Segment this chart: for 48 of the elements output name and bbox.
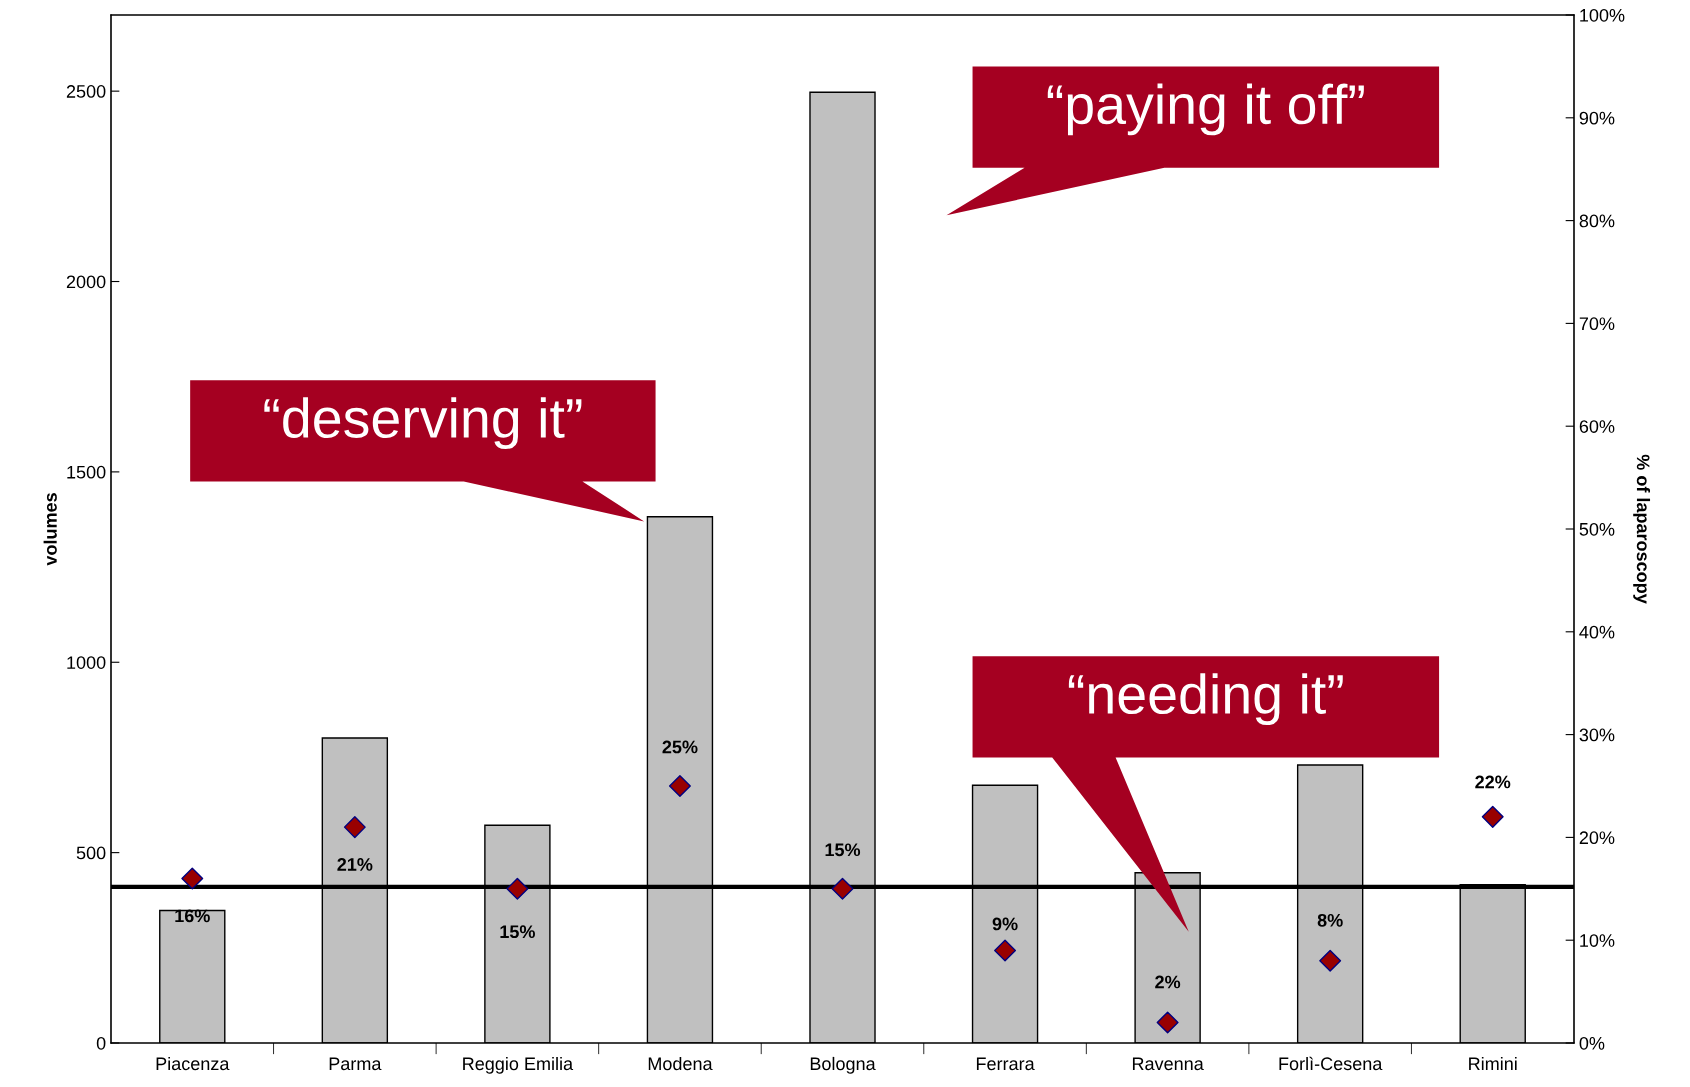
y2-tick-label: 20%: [1579, 831, 1615, 845]
y2-tick-label: 60%: [1579, 420, 1615, 433]
point: [506, 877, 529, 900]
y2-tick-label: 0%: [1579, 1036, 1605, 1050]
y2-tick-label: 80%: [1579, 214, 1615, 228]
y2-tick-label: 100%: [1580, 8, 1625, 22]
y2-tick-label: 40%: [1579, 625, 1615, 639]
y2-tick-label: 50%: [1579, 522, 1615, 536]
point: [181, 867, 204, 890]
y2-axis-title: % of laparoscopy: [1633, 454, 1651, 604]
point: [668, 775, 691, 797]
y2-tick-label: 70%: [1579, 317, 1615, 331]
x-tick-label: Reggio Emilia: [463, 1056, 574, 1074]
point: [1319, 949, 1342, 972]
point: [831, 877, 854, 900]
y-tick-label: 2000: [66, 275, 106, 289]
data-label: 2%: [1155, 975, 1181, 989]
data-label: 15%: [825, 843, 861, 857]
y2-tick-label: 90%: [1579, 111, 1615, 125]
x-tick-label: Piacenza: [156, 1056, 230, 1071]
y-tick-label: 500: [76, 846, 106, 860]
y2-tick-label: 10%: [1580, 934, 1615, 947]
y2-tick-label: 30%: [1579, 728, 1615, 742]
y-axis-title: volumes: [43, 493, 57, 566]
point: [1481, 805, 1504, 828]
point: [343, 816, 366, 839]
x-tick-label: Forlì-Cesena: [1279, 1056, 1383, 1071]
y-tick-label: 0: [96, 1036, 106, 1050]
y-tick-label: 1000: [67, 656, 106, 669]
y-tick-label: 2500: [66, 85, 106, 98]
data-label: 9%: [992, 917, 1018, 931]
x-tick-label: Ferrara: [976, 1057, 1035, 1071]
y-tick-label: 1500: [67, 465, 106, 479]
annotation: “deserving it”: [264, 397, 582, 450]
x-tick-label: Parma: [329, 1057, 382, 1071]
data-label: 22%: [1475, 775, 1511, 789]
x-tick-label: Modena: [648, 1056, 713, 1071]
data-label: 21%: [337, 858, 373, 871]
point: [994, 939, 1017, 962]
annotation: “needing it”: [1068, 673, 1343, 726]
x-tick-label: Bologna: [810, 1056, 876, 1074]
data-label: 8%: [1317, 913, 1343, 927]
data-label: 25%: [662, 740, 698, 754]
annotation: “paying it off”: [1047, 83, 1364, 136]
data-label: 15%: [500, 925, 535, 939]
x-tick-label: Rimini: [1469, 1056, 1517, 1070]
x-tick-label: Ravenna: [1132, 1057, 1204, 1071]
point: [1156, 1011, 1179, 1034]
